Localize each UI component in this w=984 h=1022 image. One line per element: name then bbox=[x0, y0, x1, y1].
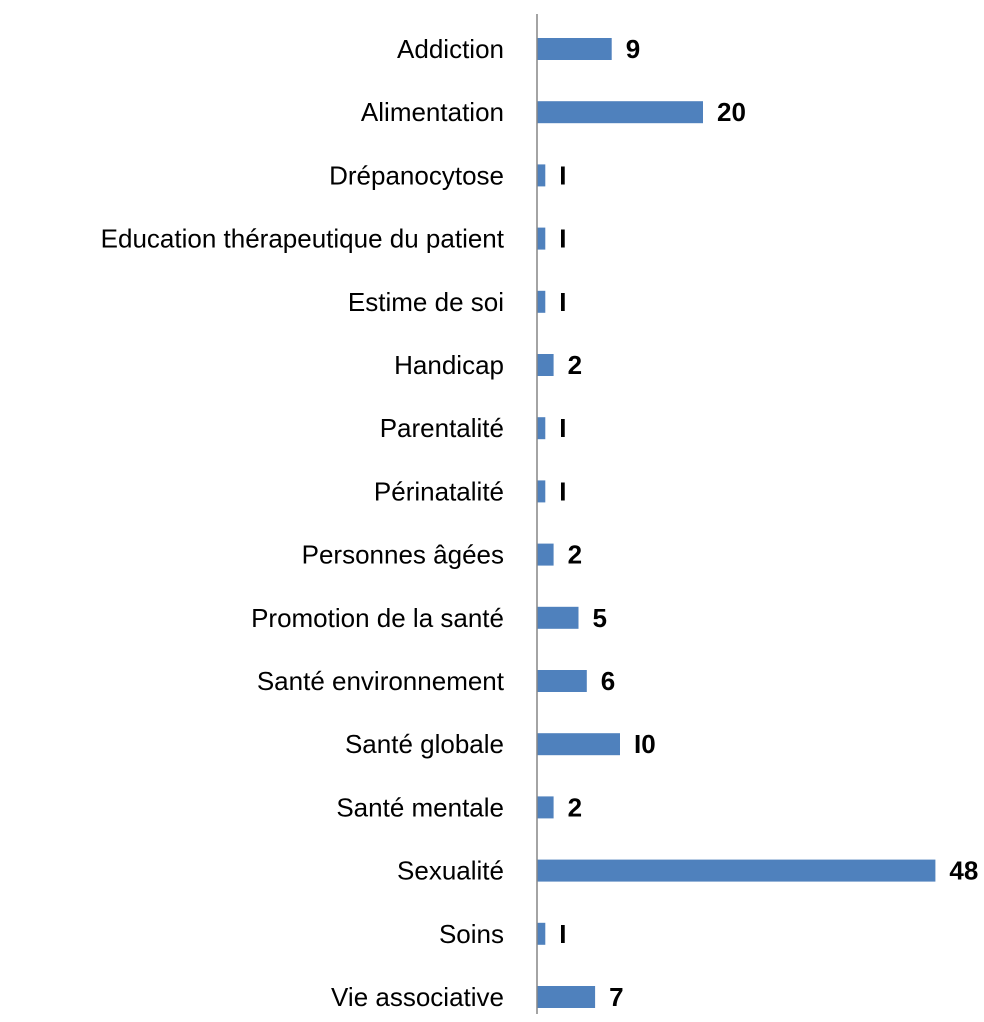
value-label: I0 bbox=[634, 729, 656, 759]
category-label: Sexualité bbox=[397, 856, 504, 886]
bar-11 bbox=[537, 733, 620, 756]
category-label: Santé globale bbox=[345, 729, 504, 759]
value-label: 48 bbox=[949, 856, 978, 886]
value-label: 7 bbox=[609, 982, 623, 1012]
value-label: I bbox=[559, 476, 566, 506]
bar-10 bbox=[537, 670, 587, 692]
category-label: Education thérapeutique du patient bbox=[101, 224, 505, 254]
bar-15 bbox=[537, 986, 596, 1008]
bar-6 bbox=[537, 417, 546, 440]
category-label: Santé mentale bbox=[336, 792, 504, 822]
value-label: I bbox=[559, 919, 566, 949]
value-label: I bbox=[559, 160, 566, 190]
bar-14 bbox=[537, 922, 546, 945]
value-label: I bbox=[559, 287, 566, 317]
category-label: Parentalité bbox=[380, 413, 504, 443]
category-label: Personnes âgées bbox=[302, 540, 504, 570]
bar-7 bbox=[537, 480, 546, 503]
bars-layer bbox=[537, 38, 936, 1008]
category-labels: Addiction Alimentation Drépanocytose Educat… bbox=[101, 34, 505, 1012]
category-label: Santé environnement bbox=[257, 666, 505, 696]
bar-9 bbox=[537, 606, 579, 629]
category-label: Drépanocytose bbox=[329, 160, 504, 190]
bar-4 bbox=[537, 290, 546, 313]
value-label: 2 bbox=[568, 792, 582, 822]
category-label: Alimentation bbox=[361, 97, 504, 127]
value-label: 5 bbox=[593, 603, 607, 633]
value-label: 9 bbox=[626, 34, 640, 64]
category-label: Soins bbox=[439, 919, 504, 949]
bar-3 bbox=[537, 227, 546, 250]
category-label: Vie associative bbox=[331, 982, 504, 1012]
category-label: Estime de soi bbox=[348, 287, 504, 317]
bar-5 bbox=[537, 354, 554, 376]
value-label: 20 bbox=[717, 97, 746, 127]
bar-2 bbox=[537, 164, 546, 187]
value-label: I bbox=[559, 413, 566, 443]
value-labels: 9 20 I I I 2 I I 2 5 6 I0 2 48 I 7 bbox=[559, 34, 978, 1012]
bar-1 bbox=[537, 101, 703, 124]
bar-0 bbox=[537, 38, 612, 60]
value-label: 2 bbox=[568, 540, 582, 570]
category-label: Promotion de la santé bbox=[251, 603, 504, 633]
value-label: 2 bbox=[568, 350, 582, 380]
bar-12 bbox=[537, 796, 554, 819]
category-label: Handicap bbox=[394, 350, 504, 380]
bar-8 bbox=[537, 543, 554, 566]
value-label: I bbox=[559, 224, 566, 254]
bar-13 bbox=[537, 859, 936, 882]
category-label: Périnatalité bbox=[374, 476, 504, 506]
category-label: Addiction bbox=[397, 34, 504, 64]
value-label: 6 bbox=[601, 666, 615, 696]
